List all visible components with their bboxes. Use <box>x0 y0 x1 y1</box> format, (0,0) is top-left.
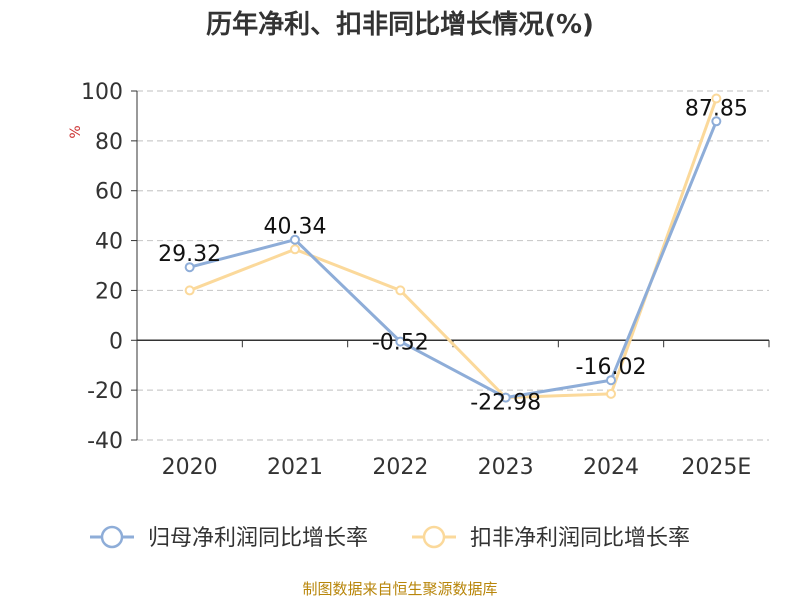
data-point <box>500 392 511 403</box>
x-tick-label: 2022 <box>372 455 428 480</box>
y-tick-label: -40 <box>87 429 123 454</box>
legend-label: 归母净利润同比增长率 <box>148 526 368 551</box>
data-point <box>711 93 722 104</box>
series-line <box>189 120 718 400</box>
data-point <box>606 388 616 399</box>
x-tick-label: 2025E <box>681 455 751 480</box>
legend-item: 归母净利润同比增长率 <box>90 525 368 551</box>
legend-marker <box>422 525 446 549</box>
x-tick-label: 2024 <box>583 455 639 480</box>
x-tick-label: 2020 <box>162 455 218 480</box>
data-labels: 29.32 40.34 -0.52 -22.98 -16.02 87.85 <box>158 96 748 415</box>
data-label: -0.52 <box>372 331 429 356</box>
data-point <box>606 375 616 386</box>
data-label: -16.02 <box>576 355 647 380</box>
y-axis-unit: % <box>68 125 84 138</box>
y-tick-label: 100 <box>81 80 123 105</box>
chart-title: 历年净利、扣非同比增长情况(%) <box>206 9 594 40</box>
data-point <box>290 244 300 255</box>
y-tick-label: -20 <box>87 379 123 404</box>
data-point <box>290 234 300 245</box>
data-point <box>395 336 406 347</box>
y-tick-label: 60 <box>95 180 123 205</box>
y-tick-label: 40 <box>95 230 123 255</box>
data-point <box>711 116 722 127</box>
y-tick-labels: -40 -20 0 20 40 60 80 100 <box>81 80 123 454</box>
grid-lines <box>137 90 769 441</box>
series-group <box>184 93 722 403</box>
x-tick-label: 2023 <box>478 455 534 480</box>
y-tick-label: 20 <box>95 279 123 304</box>
axes <box>131 90 770 441</box>
source-note: 制图数据来自恒生聚源数据库 <box>302 580 497 598</box>
data-point <box>184 262 195 273</box>
series-line <box>189 97 718 400</box>
data-label: 40.34 <box>264 215 327 240</box>
x-tick-label: 2021 <box>267 455 323 480</box>
y-tick-label: 80 <box>95 130 123 155</box>
legend-marker <box>100 525 124 549</box>
y-tick-label: 0 <box>109 329 123 354</box>
legend-item: 扣非净利润同比增长率 <box>412 525 690 551</box>
data-label: 87.85 <box>685 96 748 121</box>
data-point <box>184 285 195 296</box>
data-label: -22.98 <box>470 391 541 416</box>
x-tick-labels: 2020 2021 2022 2023 2024 2025E <box>162 455 752 480</box>
legend: 归母净利润同比增长率 扣非净利润同比增长率 <box>90 525 690 551</box>
legend-label: 扣非净利润同比增长率 <box>470 526 690 551</box>
data-label: 29.32 <box>158 242 221 267</box>
data-point <box>395 285 406 296</box>
